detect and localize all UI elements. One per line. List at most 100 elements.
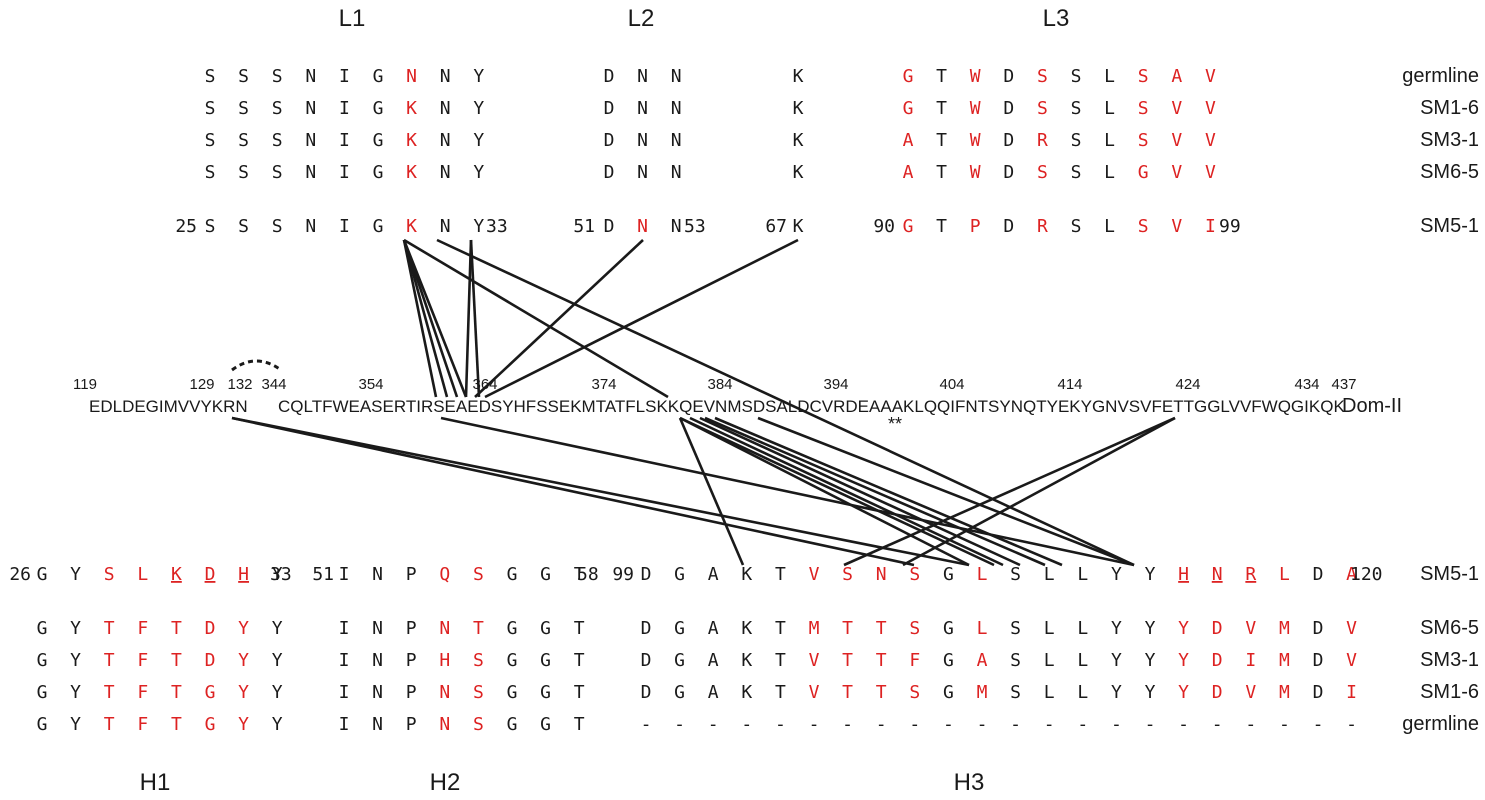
residue: N (372, 618, 383, 639)
residue: V (1205, 98, 1216, 119)
residue: Y (238, 682, 249, 703)
residue: G (540, 714, 551, 735)
residue: N (671, 66, 682, 87)
residue: I (1346, 682, 1357, 703)
residue: G (507, 682, 518, 703)
domain-tick: 364 (472, 376, 497, 393)
residue: D (604, 66, 615, 87)
residue: L (1104, 162, 1115, 183)
residue: A (903, 162, 914, 183)
residue: M (1279, 682, 1290, 703)
cdr-label-h1: H1 (140, 769, 171, 796)
residue: K (793, 98, 804, 119)
residue: G (943, 682, 954, 703)
contact-line (231, 416, 970, 567)
residue: T (775, 650, 786, 671)
residue: Y (1178, 650, 1189, 671)
residue: - (708, 714, 719, 735)
residue: Y (473, 130, 484, 151)
residue: G (903, 98, 914, 119)
residue: G (943, 650, 954, 671)
contact-line (699, 416, 1021, 567)
residue: S (272, 162, 283, 183)
residue: F (909, 650, 920, 671)
residue: - (842, 714, 853, 735)
residue: S (473, 564, 484, 585)
residue: D (641, 650, 652, 671)
residue: V (809, 564, 820, 585)
residue: I (339, 162, 350, 183)
residue: D (641, 682, 652, 703)
domain-tick: 354 (358, 376, 383, 393)
residue: S (1010, 564, 1021, 585)
contact-line (843, 416, 1176, 567)
residue: S (205, 162, 216, 183)
residue: S (238, 162, 249, 183)
position-number: 26 (9, 564, 31, 585)
contact-lines (231, 238, 1176, 567)
residue: N (305, 162, 316, 183)
residue: K (741, 682, 752, 703)
residue: K (406, 162, 417, 183)
residue: T (936, 130, 947, 151)
row-label-sm5-1: SM5-1 (1420, 563, 1479, 585)
domain-tick: 404 (939, 376, 964, 393)
residue: K (741, 650, 752, 671)
residue: L (977, 618, 988, 639)
residue: W (970, 162, 981, 183)
contact-line (436, 238, 1135, 567)
residue: L (1104, 130, 1115, 151)
residue: I (339, 650, 350, 671)
residue: F (137, 650, 148, 671)
residue: - (1077, 714, 1088, 735)
residue: S (104, 564, 115, 585)
residue: S (1010, 650, 1021, 671)
residue: H (238, 564, 249, 585)
residue: F (137, 682, 148, 703)
residue: Q (439, 564, 450, 585)
residue: Y (70, 564, 81, 585)
contact-line (440, 416, 1135, 567)
residue: T (171, 682, 182, 703)
row-label-sm5-1: SM5-1 (1420, 215, 1479, 237)
residue: L (1044, 682, 1055, 703)
position-number: 51 (312, 564, 334, 585)
residue: N (440, 162, 451, 183)
residue: L (1044, 618, 1055, 639)
residue: D (604, 162, 615, 183)
residue: S (272, 98, 283, 119)
contact-line (714, 416, 1063, 567)
residue: N (406, 66, 417, 87)
residue: Y (1178, 618, 1189, 639)
residue: - (1212, 714, 1223, 735)
residue: T (574, 564, 585, 585)
contact-line (704, 416, 1046, 567)
residue: H (1178, 564, 1189, 585)
residue: S (272, 130, 283, 151)
residue: - (1279, 714, 1290, 735)
residue: I (339, 714, 350, 735)
residue: G (37, 564, 48, 585)
contact-line (231, 416, 915, 567)
residue: S (272, 66, 283, 87)
residue: - (809, 714, 820, 735)
residue: Y (272, 682, 283, 703)
domain-tick: 394 (823, 376, 848, 393)
residue: G (37, 682, 48, 703)
residue: Y (1111, 650, 1122, 671)
residue: - (674, 714, 685, 735)
residue: Y (1178, 682, 1189, 703)
residue: G (373, 216, 384, 237)
residue: T (104, 618, 115, 639)
residue: - (1245, 714, 1256, 735)
residue: S (205, 98, 216, 119)
residue: S (1071, 98, 1082, 119)
residue: N (440, 216, 451, 237)
residue: A (708, 618, 719, 639)
residue: D (1313, 682, 1324, 703)
residue: W (970, 66, 981, 87)
residue: S (1071, 66, 1082, 87)
residue: - (641, 714, 652, 735)
residue: Y (70, 650, 81, 671)
residue: F (137, 714, 148, 735)
